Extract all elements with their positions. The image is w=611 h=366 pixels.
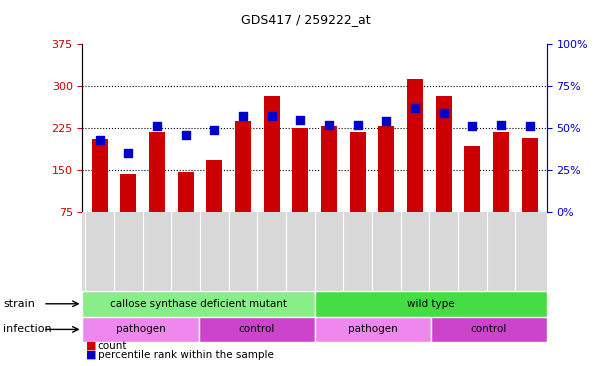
Point: [95, 137, 104, 143]
Point: [381, 119, 391, 124]
Point: [123, 150, 133, 156]
Bar: [92, 139, 108, 212]
Point: [525, 123, 535, 129]
Bar: [464, 146, 480, 212]
Text: pathogen: pathogen: [115, 324, 166, 335]
Bar: [82, 317, 199, 342]
Bar: [120, 174, 136, 212]
Bar: [349, 132, 365, 212]
Bar: [207, 160, 222, 212]
Bar: [293, 128, 308, 212]
Bar: [178, 172, 194, 212]
Point: [324, 122, 334, 128]
Text: control: control: [470, 324, 507, 335]
Text: infection: infection: [3, 324, 52, 335]
Text: callose synthase deficient mutant: callose synthase deficient mutant: [110, 299, 287, 309]
Text: ■: ■: [86, 350, 96, 360]
Text: strain: strain: [3, 299, 35, 309]
Bar: [436, 96, 452, 212]
Point: [467, 123, 477, 129]
Bar: [315, 291, 547, 317]
Point: [238, 113, 248, 119]
Point: [296, 117, 306, 123]
Point: [439, 110, 448, 116]
Text: percentile rank within the sample: percentile rank within the sample: [98, 350, 274, 360]
Text: wild type: wild type: [407, 299, 455, 309]
Point: [210, 127, 219, 133]
Text: count: count: [98, 341, 127, 351]
Point: [267, 113, 277, 119]
Bar: [315, 317, 431, 342]
Bar: [199, 317, 315, 342]
Text: GDS417 / 259222_at: GDS417 / 259222_at: [241, 12, 370, 26]
Point: [410, 105, 420, 111]
Bar: [82, 291, 315, 317]
Point: [181, 132, 191, 138]
Point: [353, 122, 362, 128]
Text: ■: ■: [86, 341, 96, 351]
Bar: [235, 121, 251, 212]
Point: [152, 123, 162, 129]
Text: control: control: [238, 324, 275, 335]
Bar: [264, 96, 280, 212]
Bar: [493, 132, 509, 212]
Point: [496, 122, 506, 128]
Bar: [321, 126, 337, 212]
Bar: [407, 79, 423, 212]
Bar: [149, 132, 165, 212]
Bar: [431, 317, 547, 342]
Bar: [378, 126, 394, 212]
Bar: [522, 138, 538, 212]
Text: pathogen: pathogen: [348, 324, 398, 335]
